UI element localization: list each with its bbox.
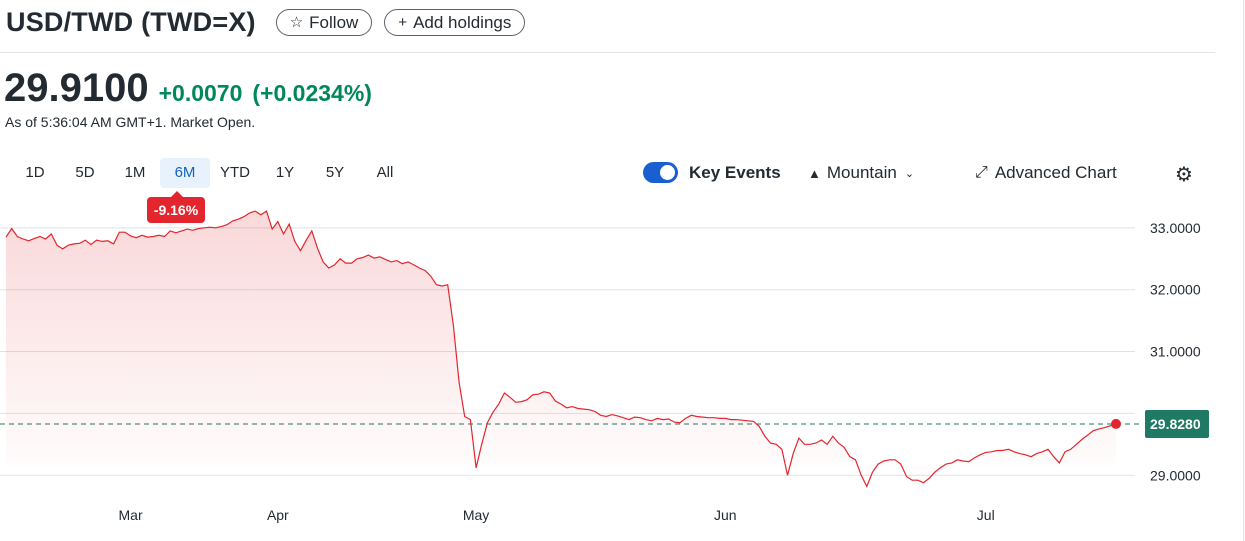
range-tab-1y[interactable]: 1Y (275, 164, 295, 181)
chart-type-label: Mountain (826, 163, 897, 182)
price-line (5, 210, 1117, 488)
star-icon: ☆ (289, 14, 304, 31)
advanced-chart-label: Advanced Chart (994, 163, 1117, 182)
range-tab-5y[interactable]: 5Y (325, 164, 345, 181)
y-tick-label: 32.0000 (1150, 282, 1201, 298)
range-tab-5d[interactable]: 5D (75, 164, 95, 181)
x-tick-label: Jul (977, 507, 995, 523)
range-tab-all[interactable]: All (376, 164, 394, 181)
x-tick-label: May (463, 507, 489, 523)
panel-border (1243, 0, 1244, 541)
follow-button[interactable]: ☆ Follow (275, 9, 373, 36)
key-events-control[interactable]: Key Events (643, 162, 781, 183)
previous-close-tag (1145, 410, 1209, 439)
x-tick-label: Apr (267, 507, 289, 523)
add-holdings-label: Add holdings (413, 12, 512, 32)
plus-icon: + (398, 14, 408, 31)
price-chart: 29.0000 31.0000 32.0000 33.0000 Mar Apr May Ju… (0, 210, 1209, 523)
follow-label: Follow (309, 12, 359, 32)
previous-close-label: 29.8280 (1150, 416, 1201, 432)
range-tab-1d[interactable]: 1D (25, 164, 45, 181)
y-tick-label: 31.0000 (1150, 344, 1201, 360)
x-tick-label: Jun (714, 507, 737, 523)
market-status: As of 5:36:04 AM GMT+1. Market Open. (5, 114, 256, 130)
range-performance-badge: -9.16% (147, 191, 205, 223)
chart-type-dropdown[interactable]: ▲ Mountain ⌄ (808, 163, 914, 183)
toggle-knob (660, 165, 675, 180)
mountain-icon: ▲ (808, 165, 821, 181)
range-tab-ytd[interactable]: YTD (220, 164, 250, 181)
header-divider (0, 52, 1215, 53)
y-tick-label: 29.0000 (1150, 467, 1201, 483)
range-selector: 1D 5D 1M 6M YTD 1Y 5Y All (10, 158, 410, 188)
range-tab-6m[interactable]: 6M (160, 158, 210, 188)
gear-icon[interactable]: ⚙ (1175, 164, 1193, 186)
key-events-toggle[interactable] (643, 162, 678, 183)
page-title: USD/TWD (TWD=X) (6, 7, 256, 37)
quote: 29.9100 +0.0070 (+0.0234%) (4, 66, 372, 111)
expand-icon: ⤢ (975, 164, 988, 181)
price-change-percent: (+0.0234%) (252, 80, 372, 106)
header: USD/TWD (TWD=X) ☆ Follow + Add holdings (6, 7, 526, 38)
advanced-chart-button[interactable]: ⤢ Advanced Chart (975, 163, 1117, 183)
price-change: +0.0070 (158, 80, 243, 106)
x-tick-label: Mar (119, 507, 143, 523)
y-tick-label: 33.0000 (1150, 220, 1201, 236)
price: 29.9100 (4, 66, 149, 110)
chevron-down-icon: ⌄ (904, 167, 915, 180)
chart-area (6, 211, 1116, 487)
range-tab-1m[interactable]: 1M (124, 164, 146, 181)
last-price-dot (1111, 418, 1121, 429)
key-events-label: Key Events (689, 162, 781, 182)
add-holdings-button[interactable]: + Add holdings (384, 9, 526, 36)
